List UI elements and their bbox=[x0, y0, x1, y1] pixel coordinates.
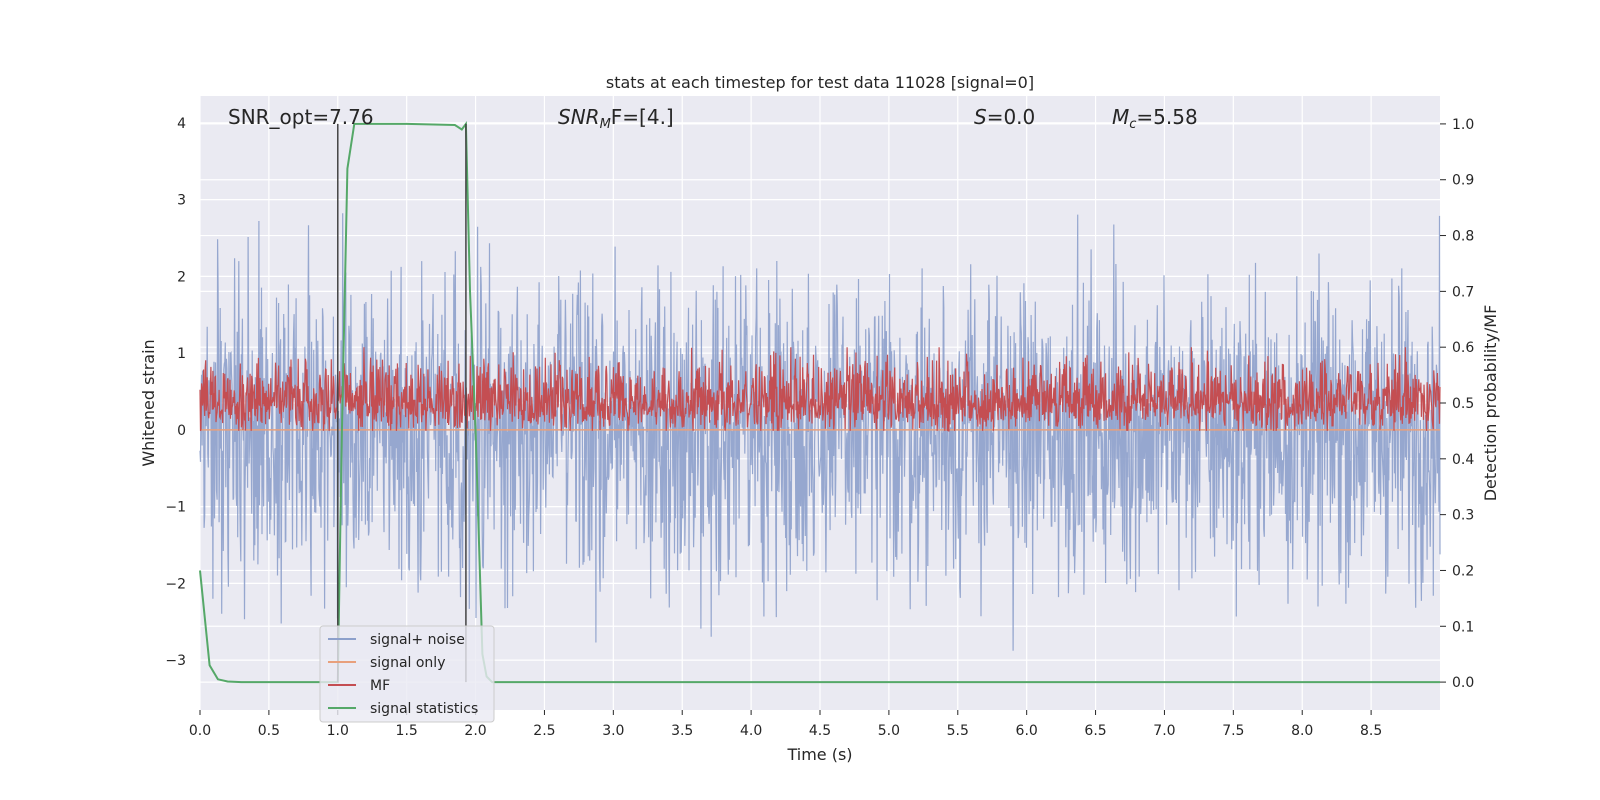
y2-tick-label-6: 0.6 bbox=[1452, 340, 1474, 356]
annotation-mc-rest: =5.58 bbox=[1136, 105, 1197, 129]
annotation-snr-mf-sub: M bbox=[600, 117, 611, 132]
annotation-s-rest: =0.0 bbox=[987, 105, 1036, 129]
series-signal-noise-line bbox=[199, 213, 1441, 651]
y-tick-label-0: −3 bbox=[165, 653, 186, 669]
y2-axis-ticks: 0.0 0.1 0.2 0.3 0.4 0.5 0.6 0.7 0.8 0.9 1.0 bbox=[1440, 117, 1474, 691]
annotation-mc-var: M bbox=[1112, 105, 1129, 129]
legend-label-signal-only: signal only bbox=[370, 655, 445, 671]
x-tick-label-17: 8.5 bbox=[1360, 723, 1382, 739]
x-tick-label-2: 1.0 bbox=[327, 723, 349, 739]
y-axis-ticks: −3 −2 −1 0 1 2 3 4 bbox=[165, 116, 186, 669]
annotation-snr-mf: SNRMF=[4.] bbox=[558, 105, 674, 132]
annotation-s: S=0.0 bbox=[974, 105, 1035, 129]
series-mf bbox=[199, 347, 1441, 432]
annotation-snr-mf-main: SNR bbox=[558, 105, 600, 129]
x-tick-label-9: 4.5 bbox=[809, 723, 831, 739]
x-tick-label-6: 3.0 bbox=[602, 723, 624, 739]
x-tick-label-12: 6.0 bbox=[1016, 723, 1038, 739]
annotation-mc: Mc=5.58 bbox=[1112, 105, 1198, 132]
y-tick-label-4: 1 bbox=[177, 346, 186, 362]
y2-tick-label-9: 0.9 bbox=[1452, 173, 1474, 189]
y2-tick-label-0: 0.0 bbox=[1452, 675, 1474, 691]
legend: signal+ noise signal only MF signal stat… bbox=[319, 625, 495, 723]
vertical-lines bbox=[337, 123, 467, 683]
y2-tick-label-3: 0.3 bbox=[1452, 508, 1474, 524]
x-tick-label-14: 7.0 bbox=[1153, 723, 1175, 739]
x-tick-label-0: 0.0 bbox=[189, 723, 211, 739]
y-tick-label-3: 0 bbox=[177, 423, 186, 439]
y2-tick-label-10: 1.0 bbox=[1452, 117, 1474, 133]
x-tick-label-11: 5.5 bbox=[947, 723, 969, 739]
y2-axis-label: Detection probability/MF bbox=[1481, 305, 1500, 502]
x-tick-label-5: 2.5 bbox=[533, 723, 555, 739]
y2-tick-label-8: 0.8 bbox=[1452, 229, 1474, 245]
y-tick-label-1: −2 bbox=[165, 576, 186, 592]
x-tick-label-15: 7.5 bbox=[1222, 723, 1244, 739]
annotation-snr-mf-rest: F=[4.] bbox=[611, 105, 674, 129]
x-tick-label-10: 5.0 bbox=[878, 723, 900, 739]
y-axis-label: Whitened strain bbox=[139, 339, 158, 466]
x-tick-label-3: 1.5 bbox=[396, 723, 418, 739]
x-tick-label-7: 3.5 bbox=[671, 723, 693, 739]
y2-tick-label-5: 0.5 bbox=[1452, 396, 1474, 412]
x-tick-label-4: 2.0 bbox=[464, 723, 486, 739]
x-tick-label-16: 8.0 bbox=[1291, 723, 1313, 739]
chart-title: stats at each timestep for test data 110… bbox=[606, 73, 1034, 92]
series-mf-line bbox=[199, 347, 1441, 432]
x-tick-label-13: 6.5 bbox=[1084, 723, 1106, 739]
series-signal-noise bbox=[199, 213, 1441, 651]
legend-label-signal-noise: signal+ noise bbox=[370, 632, 465, 648]
x-tick-label-8: 4.0 bbox=[740, 723, 762, 739]
y2-tick-label-7: 0.7 bbox=[1452, 284, 1474, 300]
y-tick-label-5: 2 bbox=[177, 269, 186, 285]
y-tick-label-7: 4 bbox=[177, 116, 186, 132]
annotation-s-var: S bbox=[974, 105, 987, 129]
x-axis-label: Time (s) bbox=[786, 745, 852, 764]
x-axis-ticks: 0.0 0.5 1.0 1.5 2.0 2.5 3.0 3.5 4.0 4.5 5.0 5.5 6.0 6… bbox=[189, 710, 1382, 739]
y2-tick-label-4: 0.4 bbox=[1452, 452, 1474, 468]
legend-label-mf: MF bbox=[370, 678, 390, 694]
legend-box bbox=[319, 625, 495, 723]
legend-label-signal-statistics: signal statistics bbox=[370, 701, 478, 717]
x-tick-label-1: 0.5 bbox=[258, 723, 280, 739]
y-tick-label-2: −1 bbox=[165, 500, 186, 516]
annotation-snr-opt: SNR_opt=7.76 bbox=[228, 105, 374, 129]
annotation-mc-sub: c bbox=[1129, 117, 1136, 132]
y2-tick-label-1: 0.1 bbox=[1452, 619, 1474, 635]
y-tick-label-6: 3 bbox=[177, 193, 186, 209]
y2-tick-label-2: 0.2 bbox=[1452, 563, 1474, 579]
